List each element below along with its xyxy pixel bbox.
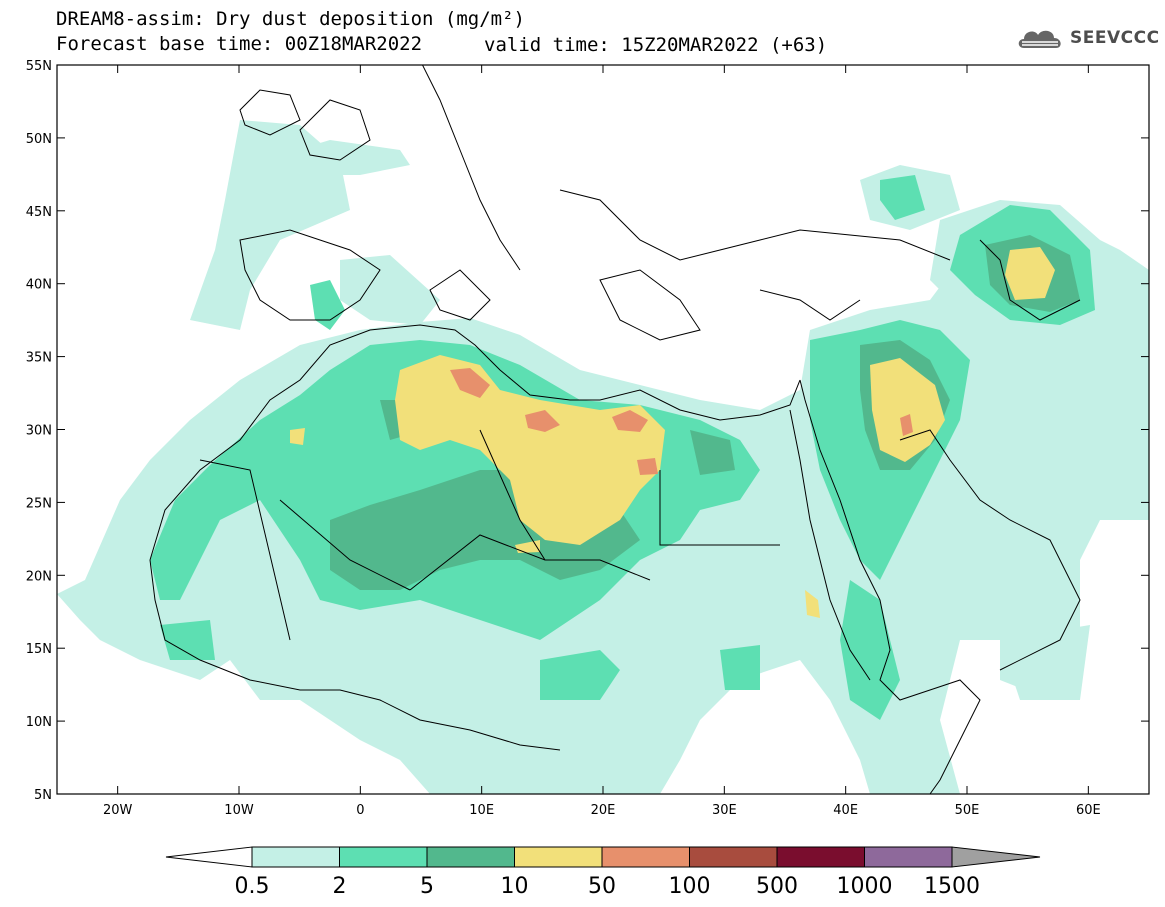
- colorbar-label: 50: [588, 874, 616, 899]
- logo-text: SEEVCCC: [1070, 28, 1160, 48]
- colorbar-swatch: [601, 846, 690, 868]
- lat-tick-label: 50N: [26, 132, 52, 147]
- lon-tick-label: 0: [356, 803, 364, 818]
- lat-tick-label: 40N: [26, 278, 52, 293]
- lon-tick-label: 40E: [833, 803, 858, 818]
- lon-tick-label: 30E: [712, 803, 737, 818]
- colorbar: 0.5 2 5 10 50 100 500 1000 1500: [165, 846, 1041, 899]
- colorbar-label: 0.5: [235, 874, 270, 899]
- lat-tick-label: 55N: [26, 59, 52, 74]
- cloud-icon: [1018, 30, 1061, 48]
- lat-tick-label: 5N: [34, 788, 52, 803]
- colorbar-swatch: [251, 846, 340, 868]
- colorbar-swatch: [514, 846, 603, 868]
- map-title: DREAM8-assim: Dry dust deposition (mg/m²…: [56, 8, 525, 30]
- lat-tick-label: 30N: [26, 424, 52, 439]
- lon-tick-label: 20E: [591, 803, 616, 818]
- valid-time: valid time: 15Z20MAR2022 (+63): [484, 34, 828, 56]
- colorbar-label: 1000: [837, 874, 893, 899]
- lat-tick-label: 10N: [26, 715, 52, 730]
- lat-tick-label: 20N: [26, 569, 52, 584]
- lat-tick-label: 45N: [26, 205, 52, 220]
- colorbar-swatch: [426, 846, 515, 868]
- dust-level-50: [450, 368, 913, 475]
- dust-level-10: [290, 247, 1055, 618]
- dust-deposition-field: [57, 120, 1149, 794]
- lon-tick-label: 20W: [103, 803, 133, 818]
- lon-tick-label: 10E: [469, 803, 494, 818]
- lat-tick-label: 35N: [26, 351, 52, 366]
- lat-tick-label: 25N: [26, 496, 52, 511]
- colorbar-label: 2: [333, 874, 347, 899]
- seevccc-logo: SEEVCCC: [1016, 26, 1160, 50]
- colorbar-under-triangle: [165, 846, 253, 868]
- colorbar-swatch: [689, 846, 778, 868]
- coastlines: [149, 65, 1081, 794]
- forecast-base-time: Forecast base time: 00Z18MAR2022: [56, 33, 423, 55]
- lon-tick-label: 10W: [224, 803, 254, 818]
- colorbar-label: 5: [420, 874, 434, 899]
- colorbar-label: 10: [501, 874, 529, 899]
- lon-tick-label: 50E: [955, 803, 980, 818]
- colorbar-label: 100: [669, 874, 711, 899]
- longitude-axis: 20W 10W 0 10E 20E 30E 40E 50E 60E: [103, 65, 1101, 818]
- colorbar-swatch: [339, 846, 428, 868]
- colorbar-label: 1500: [924, 874, 980, 899]
- lon-tick-label: 60E: [1076, 803, 1101, 818]
- colorbar-swatch: [864, 846, 953, 868]
- colorbar-swatch: [776, 846, 865, 868]
- latitude-axis: 55N 50N 45N 40N 35N 30N 25N 20N 15N 10N 5N: [26, 59, 1149, 803]
- lat-tick-label: 15N: [26, 642, 52, 657]
- colorbar-label: 500: [756, 874, 798, 899]
- colorbar-over-triangle: [951, 846, 1041, 868]
